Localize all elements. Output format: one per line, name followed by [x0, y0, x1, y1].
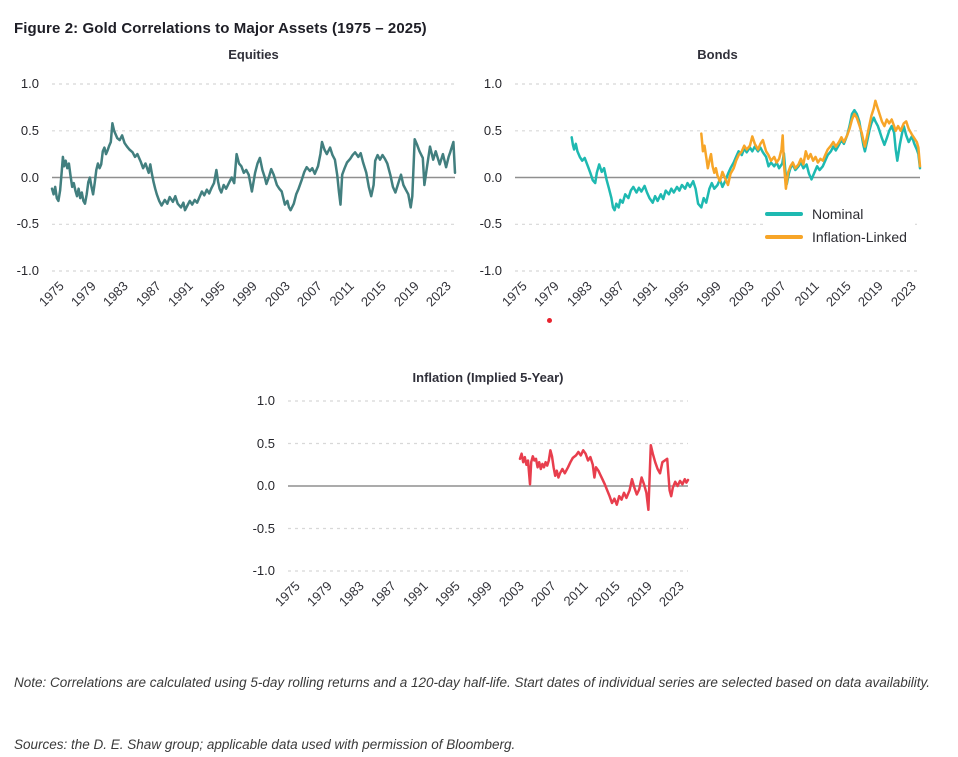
y-tick-label: -0.5 [16, 216, 39, 232]
legend-row-nominal: Nominal [765, 202, 907, 225]
y-tick-label: -1.0 [16, 263, 39, 278]
equities-chart-title: Equities [228, 47, 279, 62]
stray-red-dot [547, 318, 552, 323]
series-line [518, 443, 690, 512]
y-tick-label: -1.0 [252, 563, 275, 578]
nominal-legend-label: Nominal [812, 205, 864, 222]
inflation-chart-title: Inflation (Implied 5-Year) [412, 370, 564, 385]
series-line [570, 108, 922, 212]
inflation-plot [288, 400, 690, 572]
y-tick-label: 0.0 [20, 169, 39, 185]
inflation-linked-legend-label: Inflation-Linked [812, 228, 907, 245]
y-tick-label: 1.0 [256, 393, 275, 408]
y-tick-label: 0.5 [483, 122, 502, 138]
y-tick-label: 1.0 [20, 76, 39, 91]
y-tick-label: 0.0 [483, 169, 502, 185]
y-tick-label: -1.0 [479, 263, 502, 278]
bonds-chart-title: Bonds [697, 47, 738, 62]
y-tick-label: -0.5 [252, 520, 275, 536]
series-line [50, 122, 457, 212]
y-tick-label: 0.0 [256, 478, 275, 493]
inflation-linked-line-swatch [765, 234, 803, 239]
series-line [700, 99, 922, 190]
figure-title: Figure 2: Gold Correlations to Major Ass… [14, 20, 427, 38]
y-tick-label: -0.5 [479, 216, 502, 232]
y-tick-label: 0.5 [20, 122, 39, 138]
sources-text: Sources: the D. E. Shaw group; applicabl… [14, 736, 516, 752]
y-tick-label: 1.0 [483, 76, 502, 91]
note-text: Note: Correlations are calculated using … [14, 674, 931, 690]
bonds-legend: Nominal Inflation-Linked [763, 200, 915, 250]
equities-plot [50, 83, 457, 272]
nominal-line-swatch [765, 211, 803, 216]
legend-row-inflation-linked: Inflation-Linked [765, 225, 907, 248]
y-tick-label: 0.5 [256, 435, 275, 451]
